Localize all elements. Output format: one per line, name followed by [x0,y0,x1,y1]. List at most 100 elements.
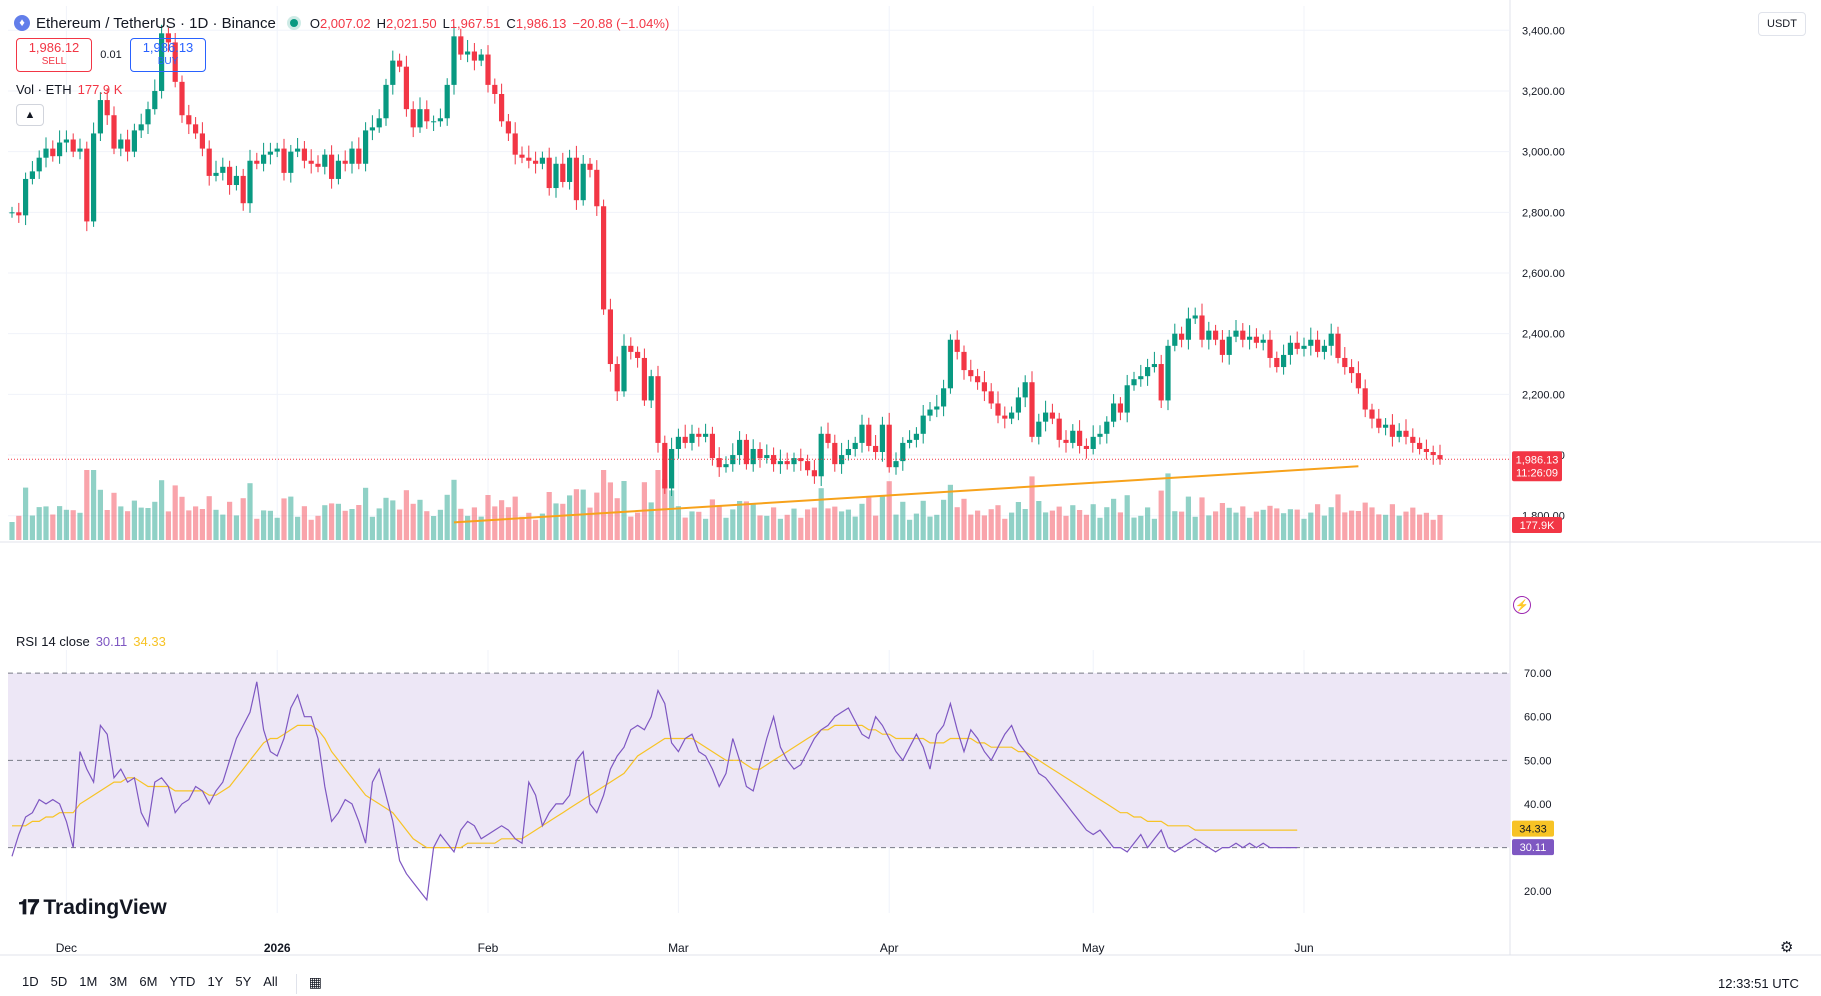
candle-body [723,464,729,468]
candle-body [1131,379,1137,386]
volume-bar [1124,495,1130,540]
candle-body [1002,415,1008,419]
candle-body [1349,367,1355,374]
volume-bar [519,516,525,540]
candle-body [886,424,892,468]
candle-body [947,339,953,389]
volume-bar [363,487,369,540]
candle-body [1145,367,1151,377]
volume-bar [1355,511,1361,540]
volume-bar [1437,514,1443,540]
candle-body [1287,342,1293,355]
candle-body [1369,409,1375,419]
time-tick-label: Feb [478,941,499,955]
candle-body [1185,318,1191,340]
candle-body [1355,373,1361,389]
candle-body [1009,412,1015,419]
timeframe-1y[interactable]: 1Y [207,974,224,989]
volume-bar [1260,509,1266,540]
gear-icon[interactable]: ⚙ [1780,939,1794,956]
utc-clock[interactable]: 12:33:51 UTC [1718,976,1799,991]
candle-body [832,442,838,465]
candle-body [512,133,518,155]
volume-bar [1063,515,1069,540]
volume-bar [1349,510,1355,540]
timeframe-1m[interactable]: 1M [79,974,98,989]
candle-body [1070,430,1076,443]
candle-body [240,175,246,204]
candle-body [478,54,484,61]
candle-body [1274,357,1280,368]
volume-bar [818,488,824,540]
currency-button[interactable]: USDT [1758,12,1806,36]
volume-bar [125,511,131,540]
timeframe-3m[interactable]: 3M [109,974,128,989]
candle-body [485,54,491,85]
volume-bar [84,470,90,540]
volume-bar [1145,507,1151,540]
collapse-legend-button[interactable]: ▲ [16,104,44,126]
candle-body [764,455,770,459]
lightning-icon[interactable]: ⚡ [1513,596,1531,614]
candle-body [750,448,756,465]
volume-bar [879,496,885,540]
volume-bar [859,503,865,540]
sell-button[interactable]: 1,986.12 SELL [16,38,92,72]
volume-bar [410,503,416,540]
volume-bar [1165,473,1171,540]
candle-body [1172,333,1178,346]
timeframe-5d[interactable]: 5D [50,974,68,989]
price-tick-label: 2,400.00 [1522,329,1565,341]
rsi-legend[interactable]: RSI 14 close 30.11 34.33 [16,634,166,649]
candle-body [301,148,307,161]
volume-bar [349,509,355,540]
symbol-header[interactable]: ♦ Ethereum / TetherUS · 1D · Binance O2,… [14,12,669,34]
candle-body [118,139,124,149]
candle-body [36,157,42,172]
volume-bar [1029,476,1035,540]
calendar-icon[interactable]: ▦ [308,974,322,990]
volume-bar [356,505,362,540]
candle-body [397,60,403,67]
buy-button[interactable]: 1,986.13 BUY [130,38,206,72]
volume-bar [1383,514,1389,540]
volume-bar [1002,518,1008,540]
timeframe-ytd[interactable]: YTD [169,974,196,989]
candle-body [431,121,437,123]
volume-bar [159,480,165,540]
volume-legend[interactable]: Vol · ETH 177.9 K [16,82,123,97]
time-tick-label: Apr [880,941,899,955]
volume-bar [1321,515,1327,540]
candle-body [737,439,743,456]
volume-bar [186,510,192,540]
volume-bar [771,507,777,540]
candle-body [227,166,233,186]
timeframe-6m[interactable]: 6M [139,974,158,989]
price-tick-label: 3,400.00 [1522,25,1565,37]
volume-bar [1376,514,1382,540]
candle-body [1158,364,1164,401]
volume-bar [954,507,960,540]
candle-body [913,433,919,440]
timeframe-all[interactable]: All [263,974,278,989]
timeframe-5y[interactable]: 5Y [235,974,252,989]
candle-body [1267,339,1273,358]
volume-bar [934,514,940,540]
volume-bar [1131,517,1137,540]
candle-body [1376,418,1382,428]
volume-bar [1179,511,1185,540]
volume-bar [1342,512,1348,540]
candle-body [349,148,355,164]
volume-bar [16,515,22,540]
volume-bar [723,517,729,540]
volume-bar [138,507,144,540]
volume-bar [1233,512,1239,540]
volume-bar [281,498,287,540]
rsi-ma-value: 34.33 [1519,824,1547,836]
volume-bar [397,509,403,540]
time-tick-label: Mar [668,941,689,955]
timeframe-1d[interactable]: 1D [22,974,39,989]
volume-bar [179,496,185,540]
symbol-title[interactable]: Ethereum / TetherUS · 1D · Binance [36,14,276,32]
